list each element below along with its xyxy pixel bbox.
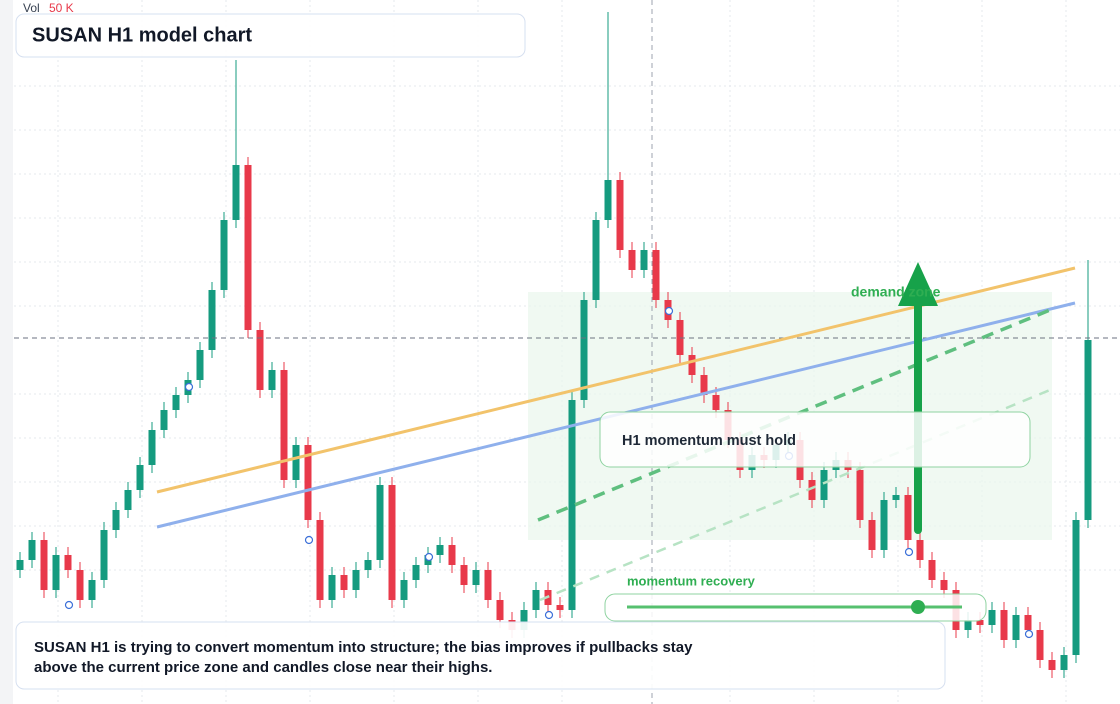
volume-label: Vol bbox=[23, 1, 40, 15]
signal-markers bbox=[64, 306, 1034, 639]
candle-body bbox=[364, 560, 372, 570]
chart-title: SUSAN H1 model chart bbox=[32, 24, 252, 46]
note-line: SUSAN H1 is trying to convert momentum i… bbox=[34, 639, 693, 656]
candle-body bbox=[856, 470, 864, 520]
title-box bbox=[15, 13, 526, 58]
candle-body bbox=[232, 165, 240, 220]
candle-body bbox=[916, 540, 924, 560]
candle-body bbox=[316, 520, 324, 600]
candle-body bbox=[868, 520, 876, 550]
candle-body bbox=[40, 540, 48, 590]
candle-body bbox=[976, 620, 984, 625]
candle-body bbox=[220, 220, 228, 290]
candle-body bbox=[388, 485, 396, 600]
recovery-label: momentum recovery bbox=[627, 573, 756, 588]
arrow-head bbox=[898, 262, 938, 306]
hold-box bbox=[599, 411, 1031, 468]
candle-body bbox=[484, 570, 492, 600]
candle-body bbox=[52, 555, 60, 590]
candle-body bbox=[1084, 340, 1092, 520]
note-line: above the current price zone and candles… bbox=[34, 659, 492, 676]
slider-knob bbox=[911, 600, 925, 614]
candle-body bbox=[1048, 660, 1056, 670]
candle-body bbox=[820, 470, 828, 500]
left-edge bbox=[0, 0, 13, 704]
candle-body bbox=[292, 445, 300, 480]
candle-body bbox=[412, 565, 420, 580]
candle-body bbox=[568, 400, 576, 610]
candle-body bbox=[124, 490, 132, 510]
candle-body bbox=[1072, 520, 1080, 655]
candle-body bbox=[268, 370, 276, 390]
candle-body bbox=[1036, 630, 1044, 660]
candle-body bbox=[64, 555, 72, 570]
candle-body bbox=[964, 620, 972, 630]
volume-value: 50 K bbox=[49, 1, 74, 15]
candle-body bbox=[712, 395, 720, 410]
candle-body bbox=[208, 290, 216, 350]
candle-body bbox=[160, 410, 168, 430]
candle-body bbox=[448, 545, 456, 565]
candle-body bbox=[580, 300, 588, 400]
trend-dashed bbox=[537, 308, 1051, 522]
candle-body bbox=[592, 220, 600, 300]
candle-body bbox=[244, 165, 252, 330]
candle-body bbox=[256, 330, 264, 390]
candle-body bbox=[640, 250, 648, 270]
candle-body bbox=[340, 575, 348, 590]
candle-body bbox=[400, 580, 408, 600]
candle-body bbox=[892, 495, 900, 500]
candle-body bbox=[136, 465, 144, 490]
candle-body bbox=[988, 610, 996, 625]
candle-body bbox=[460, 565, 468, 585]
candle-body bbox=[688, 355, 696, 375]
candle-body bbox=[148, 430, 156, 465]
candle-body bbox=[1024, 615, 1032, 630]
candle-body bbox=[304, 445, 312, 520]
candle-body bbox=[28, 540, 36, 560]
candle-body bbox=[628, 250, 636, 270]
hold-label: H1 momentum must hold bbox=[622, 433, 796, 449]
candle-body bbox=[16, 560, 24, 570]
candle-body bbox=[556, 605, 564, 610]
candle-body bbox=[1000, 610, 1008, 640]
candle-body bbox=[76, 570, 84, 600]
candle-body bbox=[472, 570, 480, 585]
candle-body bbox=[496, 600, 504, 620]
candle-body bbox=[112, 510, 120, 530]
candle-body bbox=[172, 395, 180, 410]
candle-body bbox=[1060, 655, 1068, 670]
candle-body bbox=[928, 560, 936, 580]
candle-body bbox=[352, 570, 360, 590]
candle-body bbox=[652, 250, 660, 300]
candle-body bbox=[532, 590, 540, 610]
candle-body bbox=[808, 480, 816, 500]
candle-body bbox=[940, 580, 948, 590]
candle-body bbox=[196, 350, 204, 380]
candle-body bbox=[1012, 615, 1020, 640]
candle-body bbox=[604, 180, 612, 220]
candle-body bbox=[616, 180, 624, 250]
note-box bbox=[15, 621, 946, 690]
candle-body bbox=[700, 375, 708, 395]
candle-body bbox=[88, 580, 96, 600]
candle-body bbox=[376, 485, 384, 560]
candle-body bbox=[880, 500, 888, 550]
candle-body bbox=[100, 530, 108, 580]
candle-body bbox=[904, 495, 912, 540]
zone-label: demand zone bbox=[851, 284, 941, 300]
candle-body bbox=[520, 610, 528, 630]
candle-body bbox=[436, 545, 444, 555]
candle-body bbox=[280, 370, 288, 480]
candle-body bbox=[328, 575, 336, 600]
